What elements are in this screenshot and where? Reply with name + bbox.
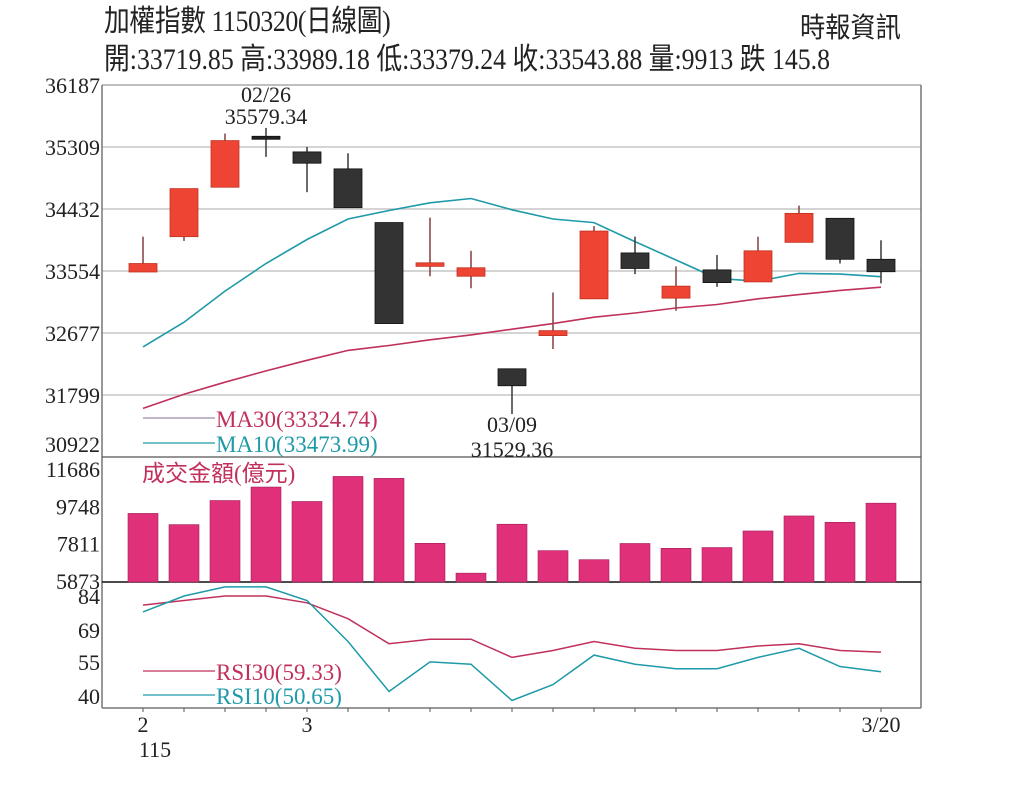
- volume-bar: [168, 524, 200, 583]
- candlestick: [456, 250, 486, 289]
- candlestick: [702, 255, 732, 287]
- volume-bar: [660, 548, 692, 583]
- volume-bars: 成交金額(億元): [127, 461, 897, 583]
- ma30-line: [142, 286, 882, 410]
- candlestick: [579, 226, 609, 300]
- candlestick: [825, 217, 855, 264]
- volume-bar: [619, 543, 651, 583]
- volume-bar: [332, 476, 364, 583]
- candlestick: [497, 368, 527, 415]
- price-tick-label: 35309: [45, 135, 100, 160]
- candlestick: [333, 153, 363, 209]
- candlestick: [620, 236, 650, 275]
- volume-tick-label: 5873: [56, 569, 100, 594]
- volume-tick-label: 7811: [57, 532, 100, 557]
- volume-bar: [742, 530, 774, 583]
- candlestick: [743, 236, 773, 283]
- volume-bar: [414, 542, 446, 583]
- volume-bar: [578, 559, 610, 583]
- source-label: 時報資訊: [800, 13, 901, 44]
- y-axis-labels: 36187 35309 34432 33554 32677 31799 3092211686…: [45, 73, 100, 709]
- x-label-feb: 2: [138, 712, 149, 737]
- volume-bar: [127, 513, 159, 583]
- price-tick-label: 36187: [45, 73, 100, 98]
- legend-ma30: MA30(33324.74): [216, 407, 378, 432]
- candlestick: [538, 292, 568, 350]
- volume-bar: [701, 547, 733, 583]
- x-label-mar: 3: [302, 712, 313, 737]
- candlestick: [784, 205, 814, 243]
- rsi-tick-label: 69: [78, 618, 100, 643]
- ohlc-stats: 開:33719.85 高:33989.18 低:33379.24 收:33543…: [104, 43, 831, 76]
- volume-bar: [537, 550, 569, 583]
- candlestick: [128, 236, 158, 273]
- volume-bar: [291, 501, 323, 583]
- high-date-annotation: 02/26: [241, 82, 291, 107]
- volume-title: 成交金額(億元): [142, 461, 295, 486]
- volume-bar: [865, 502, 897, 583]
- candlestick: [374, 222, 404, 324]
- volume-tick-label: 9748: [56, 494, 100, 519]
- candlestick: [210, 133, 240, 188]
- legend-rsi10: RSI10(50.65): [216, 684, 342, 709]
- volume-bar: [373, 478, 405, 583]
- candlesticks: [128, 127, 896, 415]
- price-tick-label: 33554: [45, 259, 100, 284]
- x-label-year: 115: [139, 737, 171, 762]
- volume-bar: [250, 486, 282, 583]
- candlestick: [866, 240, 896, 284]
- price-tick-label: 32677: [45, 321, 100, 346]
- volume-tick-label: 11686: [46, 457, 100, 482]
- legend: MA30(33324.74)MA10(33473.99) RSI30(59.33)…: [143, 407, 378, 709]
- volume-bar: [455, 572, 487, 583]
- price-tick-label: 31799: [45, 383, 100, 408]
- candlestick: [415, 217, 445, 277]
- legend-rsi30: RSI30(59.33): [216, 660, 342, 685]
- rsi-lines: [142, 586, 882, 702]
- candlestick: [292, 146, 322, 193]
- volume-bar: [783, 515, 815, 583]
- chart-title: 加權指數 1150320(日線圖): [104, 5, 391, 38]
- rsi-tick-label: 55: [78, 650, 100, 675]
- rsi-tick-label: 84: [78, 584, 100, 609]
- volume-bar: [496, 523, 528, 583]
- low-date-annotation: 03/09: [487, 412, 537, 437]
- high-value-annotation: 35579.34: [225, 104, 308, 129]
- price-tick-label: 30922: [45, 432, 100, 457]
- rsi10-line: [142, 586, 882, 702]
- candlestick: [661, 266, 691, 311]
- volume-bar: [824, 521, 856, 583]
- candlestick: [169, 188, 199, 241]
- rsi30-line: [142, 595, 882, 659]
- volume-bar: [209, 500, 241, 583]
- candlestick: [251, 127, 281, 157]
- low-value-annotation: 31529.36: [471, 437, 554, 462]
- x-label-last-date: 3/20: [861, 712, 900, 737]
- legend-ma10: MA10(33473.99): [216, 432, 378, 457]
- price-tick-label: 34432: [45, 197, 100, 222]
- rsi-tick-label: 40: [78, 684, 100, 709]
